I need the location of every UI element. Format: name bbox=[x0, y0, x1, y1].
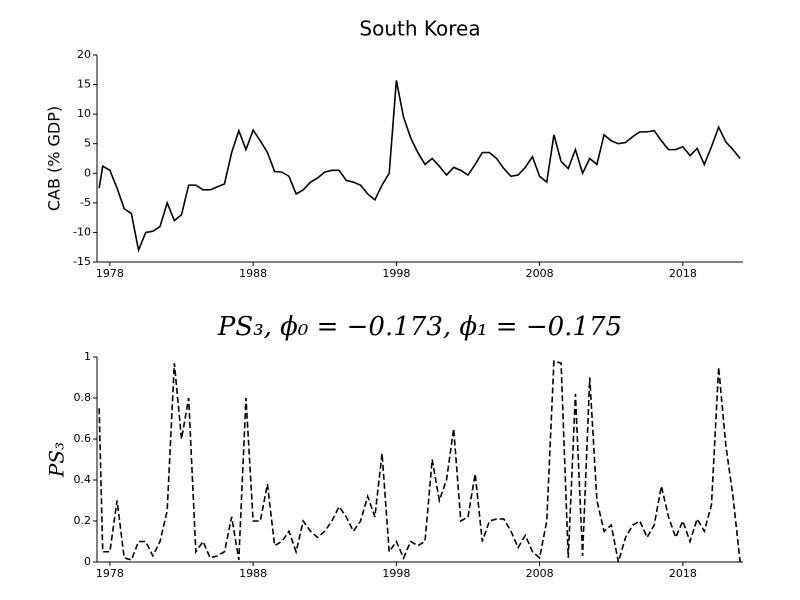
x-tick-label: 1988 bbox=[239, 267, 267, 280]
y-tick-label: 0.4 bbox=[74, 473, 92, 486]
x-tick-label: 1988 bbox=[239, 567, 267, 580]
y-tick-label: 0 bbox=[84, 555, 91, 568]
x-tick-label: 1998 bbox=[382, 567, 410, 580]
y-tick-label: 1 bbox=[84, 350, 91, 363]
y-tick-label: 15 bbox=[77, 78, 91, 91]
y-tick-label: 20 bbox=[77, 48, 91, 61]
y-tick-label: 10 bbox=[77, 107, 91, 120]
y-tick-label: 5 bbox=[84, 137, 91, 150]
x-tick-label: 2008 bbox=[526, 567, 554, 580]
x-tick-label: 1998 bbox=[382, 267, 410, 280]
y-tick-label: 0.8 bbox=[74, 391, 92, 404]
chart-title: South Korea bbox=[359, 17, 480, 41]
x-tick-label: 2018 bbox=[669, 567, 697, 580]
x-tick-label: 2018 bbox=[669, 267, 697, 280]
y-tick-label: -5 bbox=[80, 196, 91, 209]
y-axis-label: CAB (% GDP) bbox=[45, 106, 64, 211]
data-line bbox=[98, 80, 741, 253]
y-tick-label: 0.2 bbox=[74, 514, 92, 527]
y-tick-label: -10 bbox=[73, 225, 91, 238]
y-tick-label: 0.6 bbox=[74, 432, 92, 445]
y-tick-label: 0 bbox=[84, 166, 91, 179]
y-axis-label: PS₃ bbox=[45, 442, 69, 478]
x-tick-label: 1978 bbox=[96, 567, 124, 580]
data-line bbox=[98, 360, 741, 563]
chart-title: PS₃, ϕ₀ = −0.173, ϕ₁ = −0.175 bbox=[217, 312, 622, 342]
x-tick-label: 2008 bbox=[526, 267, 554, 280]
y-tick-label: -15 bbox=[73, 255, 91, 268]
x-tick-label: 1978 bbox=[96, 267, 124, 280]
